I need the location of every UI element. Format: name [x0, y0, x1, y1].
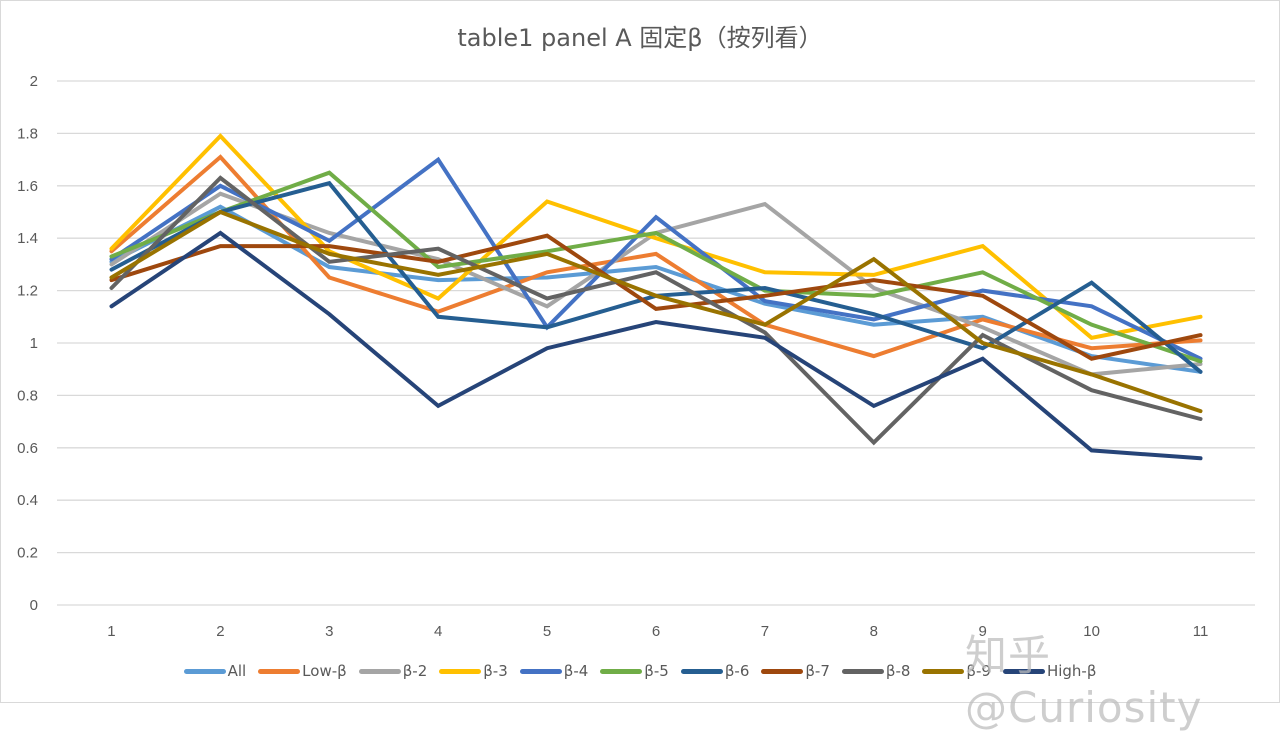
y-tick-label: 0.6 — [17, 440, 38, 457]
chart-frame — [0, 0, 1280, 703]
legend-swatch-icon — [358, 668, 401, 674]
chart-title: table1 panel A 固定β（按列看） — [457, 24, 823, 52]
chart-plot-area: 0 0.2 0.4 0.6 0.8 1 1.2 1.4 1.6 1.8 2 1 2 3 4 5 6 7 8 9 10 11 — [17, 73, 1255, 640]
y-tick-label: 1 — [30, 335, 38, 352]
x-tick-label: 6 — [652, 623, 660, 640]
legend-item: All — [183, 662, 247, 680]
y-tick-label: 1.4 — [17, 230, 38, 247]
series-line-β-7 — [109, 233, 1203, 361]
legend-item: β-2 — [358, 662, 428, 680]
x-tick-label: 8 — [870, 623, 878, 640]
legend-label: β-9 — [966, 662, 991, 680]
legend-label: β-5 — [644, 662, 669, 680]
legend-label: High-β — [1046, 662, 1097, 680]
legend-swatch-icon — [183, 668, 226, 674]
y-tick-label: 0.8 — [17, 387, 38, 404]
y-tick-label: 1.6 — [17, 178, 38, 195]
legend-item: Low-β — [258, 662, 347, 680]
chart-legend: All Low-β β-2 β-3 β-4 β-5 β-6 β-7 β-8 β-9 High-β — [0, 662, 1280, 680]
x-tick-label: 9 — [979, 623, 987, 640]
legend-item: β-8 — [841, 662, 911, 680]
series-line-β-5 — [109, 170, 1203, 364]
x-tick-label: 11 — [1193, 623, 1209, 640]
legend-label: β-6 — [724, 662, 750, 680]
series-line-High-β — [109, 230, 1203, 461]
legend-label: β-4 — [563, 662, 589, 680]
x-tick-label: 3 — [325, 623, 333, 640]
x-tick-label: 7 — [761, 623, 769, 640]
legend-swatch-icon — [841, 668, 884, 674]
legend-label: β-3 — [483, 662, 508, 680]
legend-swatch-icon — [600, 668, 643, 674]
series-line-β-3 — [109, 133, 1203, 340]
legend-swatch-icon — [680, 668, 723, 674]
legend-swatch-icon — [258, 668, 301, 674]
legend-item: β-5 — [600, 662, 669, 680]
x-tick-label: 2 — [216, 623, 224, 640]
y-tick-label: 0.4 — [17, 492, 38, 509]
legend-item: β-4 — [519, 662, 589, 680]
legend-swatch-icon — [1002, 668, 1045, 674]
series-line-β-9 — [109, 209, 1203, 414]
y-tick-label: 1.8 — [17, 125, 38, 142]
legend-item: β-6 — [680, 662, 750, 680]
series-line-Low-β — [109, 154, 1203, 359]
legend-label: β-7 — [805, 662, 830, 680]
legend-item: High-β — [1002, 662, 1097, 680]
x-tick-label: 1 — [107, 623, 115, 640]
x-tick-label: 10 — [1083, 623, 1100, 640]
series-line-β-4 — [109, 156, 1203, 361]
legend-swatch-icon — [761, 668, 804, 674]
legend-label: Low-β — [302, 662, 347, 680]
y-tick-label: 0 — [30, 597, 38, 614]
legend-swatch-icon — [439, 668, 482, 674]
x-tick-label: 5 — [543, 623, 551, 640]
legend-item: β-9 — [922, 662, 991, 680]
y-tick-label: 0.2 — [17, 545, 38, 562]
y-tick-label: 2 — [30, 73, 38, 90]
legend-label: All — [227, 662, 247, 680]
legend-item: β-3 — [439, 662, 508, 680]
x-tick-label: 4 — [434, 623, 442, 640]
y-tick-label: 1.2 — [17, 283, 38, 300]
legend-item: β-7 — [761, 662, 830, 680]
legend-swatch-icon — [922, 668, 965, 674]
legend-swatch-icon — [519, 668, 562, 674]
legend-label: β-2 — [402, 662, 428, 680]
legend-label: β-8 — [885, 662, 911, 680]
